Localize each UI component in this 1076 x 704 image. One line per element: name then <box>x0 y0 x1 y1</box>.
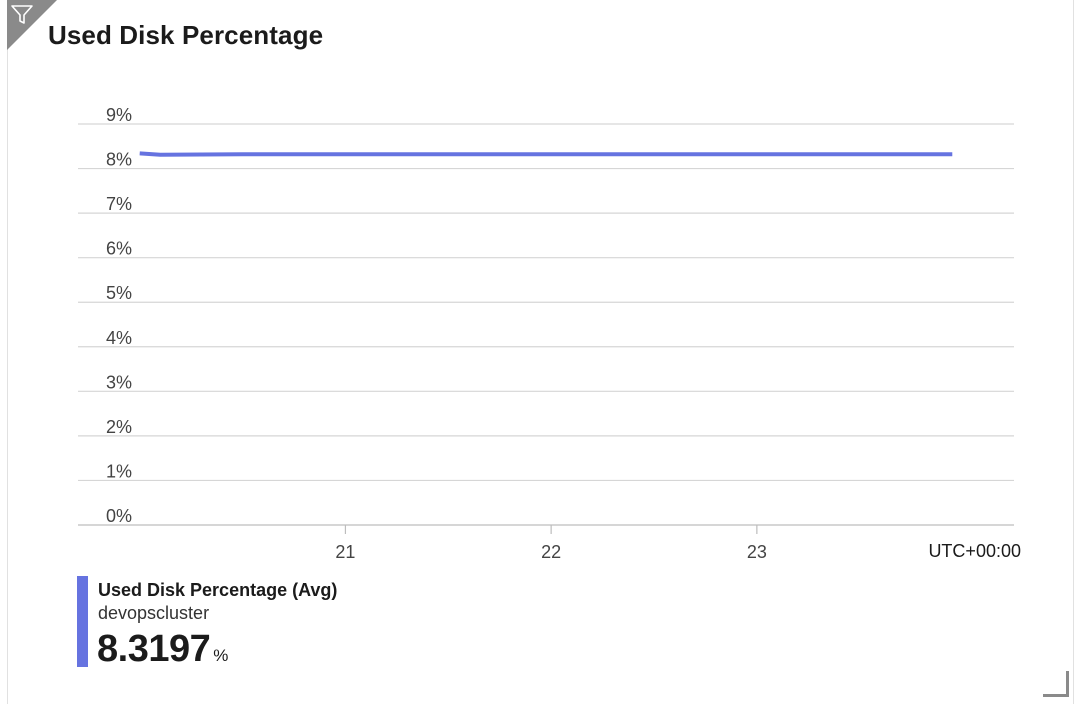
y-tick-label: 6% <box>106 239 132 259</box>
x-tick-label: 23 <box>747 542 767 562</box>
y-tick-label: 3% <box>106 372 132 392</box>
legend-resource-name: devopscluster <box>98 603 210 623</box>
x-tick-label: 22 <box>541 542 561 562</box>
legend-value-group: 8.3197% <box>97 628 228 671</box>
legend-unit: % <box>213 646 229 665</box>
legend-value: 8.3197 <box>97 628 211 670</box>
timezone-label: UTC+00:00 <box>928 541 1021 561</box>
filter-corner[interactable] <box>7 0 57 50</box>
chart-tile[interactable] <box>7 0 1074 704</box>
line-chart: 0% 1% 2% 3% 4% 5% 6% 7% 8% 9% 21 22 23 UTC+00:00 <box>78 105 1021 562</box>
y-tick-label: 9% <box>106 105 132 125</box>
y-tick-label: 2% <box>106 417 132 437</box>
y-tick-label: 7% <box>106 194 132 214</box>
y-tick-label: 5% <box>106 283 132 303</box>
y-tick-label: 1% <box>106 461 132 481</box>
chart-title: Used Disk Percentage <box>48 20 324 50</box>
legend-series-label: Used Disk Percentage (Avg) <box>98 580 338 600</box>
x-tick-label: 21 <box>335 542 355 562</box>
legend-color-swatch <box>77 576 88 667</box>
series-line <box>139 151 953 157</box>
filter-icon[interactable] <box>10 4 34 26</box>
y-tick-label: 8% <box>106 150 132 170</box>
y-tick-label: 0% <box>106 506 132 526</box>
resize-handle[interactable] <box>1043 671 1069 697</box>
y-tick-label: 4% <box>106 328 132 348</box>
